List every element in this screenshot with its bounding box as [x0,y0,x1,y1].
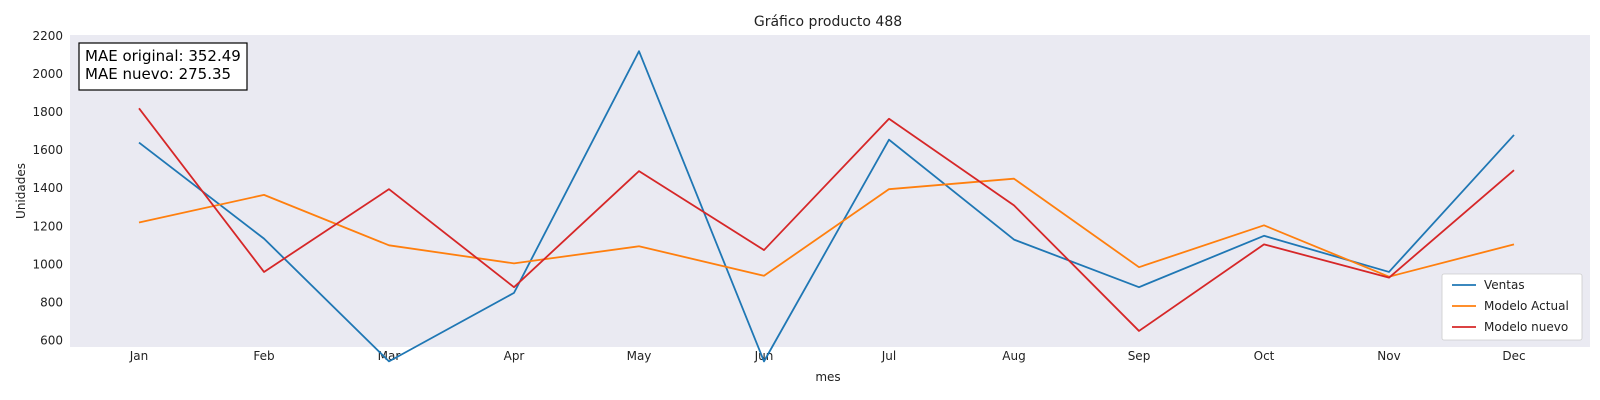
x-tick-label: Mar [378,349,401,363]
chart-title: Gráfico producto 488 [754,14,902,30]
legend: Ventas Modelo Actual Modelo nuevo [1441,273,1583,341]
legend-label-modelo-actual: Modelo Actual [1484,299,1569,313]
series-line-ventas [138,50,1515,363]
x-tick-label: Dec [1502,349,1525,363]
legend-box [1441,273,1583,341]
plot-area [70,35,1590,347]
x-axis-label: mes [815,370,840,384]
annotation-mae-nuevo: MAE nuevo: 275.35 [85,65,231,83]
y-tick-label: 1400 [32,181,63,195]
x-tick-label: Nov [1377,349,1400,363]
x-tick-label: Sep [1128,349,1151,363]
x-tick-label: Jan [129,349,149,363]
x-axis: Jan Feb Mar Apr May Jun Jul Aug Sep Oct Nov Dec [129,349,1526,363]
y-tick-label: 2200 [32,29,63,43]
y-axis-label: Unidades [14,163,28,219]
y-tick-label: 2000 [32,67,63,81]
series-line-modelo-actual [138,177,1515,278]
annotation-box [78,42,248,91]
y-tick-label: 800 [40,295,63,309]
mae-annotation: MAE original: 352.49 MAE nuevo: 275.35 [78,42,248,91]
y-tick-label: 1800 [32,105,63,119]
legend-label-ventas: Ventas [1484,278,1525,292]
x-tick-label: May [627,349,652,363]
y-axis: 600 800 1000 1200 1400 1600 1800 2000 2200 [32,29,63,347]
y-tick-label: 1000 [32,257,63,271]
y-tick-label: 1200 [32,219,63,233]
y-tick-label: 600 [40,333,63,347]
series-line-modelo-nuevo [138,107,1515,332]
x-tick-label: Feb [253,349,274,363]
x-tick-label: Apr [504,349,525,363]
legend-label-modelo-nuevo: Modelo nuevo [1484,320,1568,334]
annotation-mae-original: MAE original: 352.49 [85,47,241,65]
x-tick-label: Jul [881,349,896,363]
x-tick-label: Oct [1254,349,1275,363]
series-lines [138,50,1515,363]
x-tick-label: Aug [1002,349,1025,363]
y-tick-label: 1600 [32,143,63,157]
